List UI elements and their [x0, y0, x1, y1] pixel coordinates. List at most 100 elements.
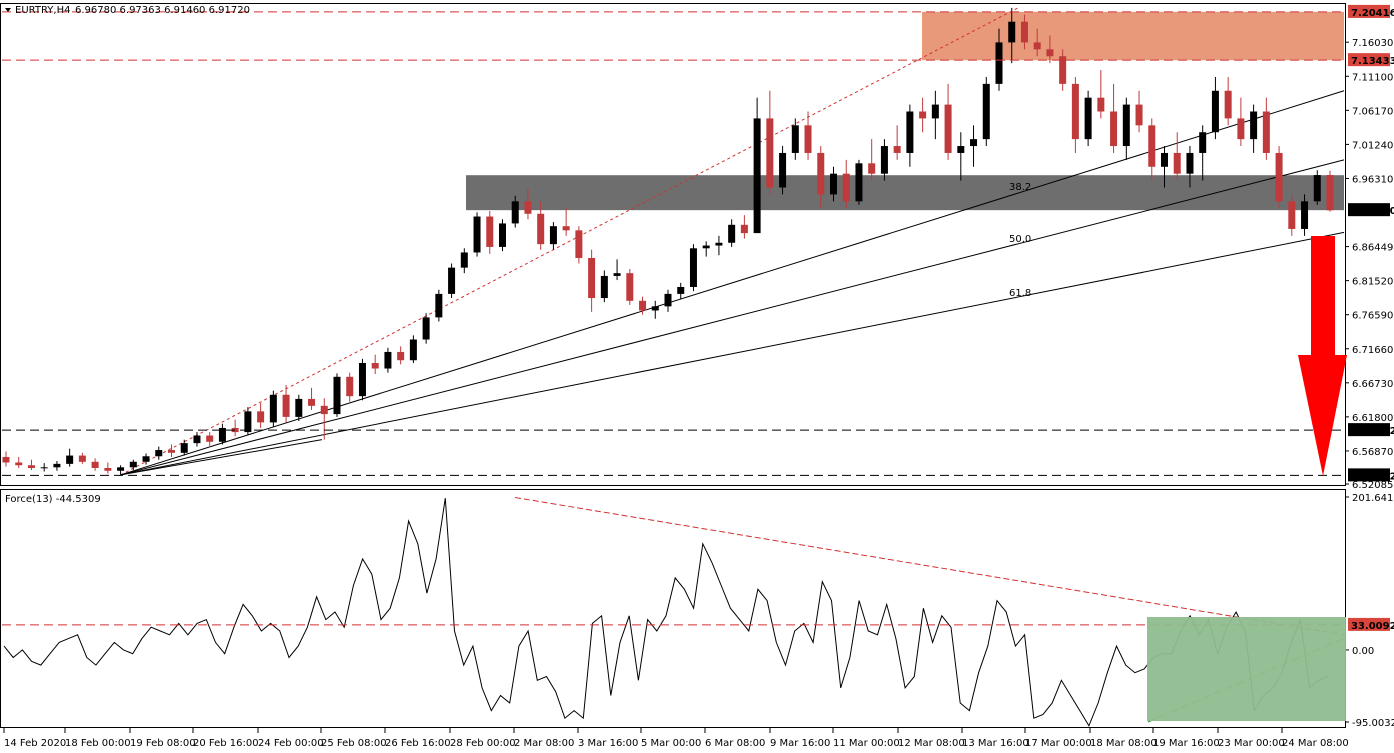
candle-body	[728, 224, 736, 243]
fan-line-short	[120, 439, 323, 476]
price-tick-label: 7.06170	[1352, 106, 1393, 117]
level-tag-bg	[1348, 4, 1390, 18]
candle-body	[600, 275, 608, 299]
x-tick-label: 19 Feb 08:00	[130, 738, 196, 749]
candle-body	[702, 245, 710, 249]
candle-body	[15, 462, 23, 466]
ind-tick-label: -95.0032	[1352, 718, 1394, 729]
x-tick-label: 26 Feb 16:00	[385, 738, 451, 749]
candle-body	[1084, 97, 1092, 140]
level-tag-bg	[1348, 203, 1390, 217]
candle-body	[358, 362, 366, 397]
candle-body	[498, 223, 507, 247]
candle-body	[842, 173, 850, 202]
candle-body	[1262, 111, 1270, 153]
x-tick-label: 6 Mar 08:00	[705, 738, 765, 749]
candle-body	[1008, 21, 1016, 43]
candle-body	[1033, 42, 1041, 50]
candle-body	[206, 435, 214, 442]
candle-body	[27, 465, 35, 469]
candle-body	[1250, 111, 1258, 140]
main-panel	[0, 3, 1346, 486]
candle-body	[320, 405, 328, 415]
level-tag-bg	[1348, 53, 1390, 67]
candle-body	[371, 362, 379, 369]
indicator-name: Force(13) -44.5309	[5, 494, 101, 505]
bearish-arrow-icon	[1298, 236, 1347, 476]
fib-label-50: 50.0	[1009, 234, 1031, 245]
candle-body	[193, 435, 201, 444]
candle-body	[1199, 132, 1207, 153]
price-tick-label: 7.11100	[1352, 72, 1393, 83]
resistance-zone	[922, 11, 1344, 61]
dropdown-triangle-icon[interactable]	[5, 8, 11, 12]
level-tag-bg	[1348, 423, 1390, 437]
x-tick-label: 17 Mar 00:00	[1025, 738, 1092, 749]
candle-body	[1173, 152, 1181, 174]
ind-level-tag-label: 33.0092	[1351, 621, 1394, 632]
price-tick-label: 7.16030	[1352, 38, 1393, 49]
x-tick-label: 12 Mar 08:00	[898, 738, 965, 749]
candle-body	[257, 411, 265, 423]
candle-body	[715, 242, 723, 246]
candle-body	[142, 456, 150, 462]
level-tag-label: 7.13433	[1351, 56, 1394, 67]
price-tick-label: 6.52085	[1352, 480, 1393, 491]
price-tick-label: 6.56870	[1352, 447, 1393, 458]
candle-body	[588, 257, 596, 299]
candle-body	[957, 146, 965, 153]
price-tick-label: 6.81520	[1352, 277, 1393, 288]
candle-body	[155, 450, 163, 457]
candle-body	[2, 456, 10, 463]
candle-body	[460, 252, 468, 268]
x-tick-label: 20 Feb 16:00	[193, 738, 259, 749]
candles-layer	[2, 7, 1334, 475]
axes-layer: 7.16030 7.11100 7.06170 7.01240 6.96310 6.864…	[3, 4, 1394, 749]
indicator-highlight-box	[1147, 617, 1346, 721]
candle-body	[626, 273, 634, 301]
candle-body	[104, 468, 112, 471]
candle-body	[66, 455, 74, 464]
candle-body	[1313, 175, 1321, 202]
candle-body	[537, 213, 545, 245]
ind-tick-label: 0.00	[1352, 646, 1374, 657]
candle-body	[1186, 152, 1194, 174]
candle-body	[1211, 90, 1219, 133]
price-tick-label: 6.71660	[1352, 345, 1393, 356]
price-tick-label: 6.76590	[1352, 311, 1393, 322]
fib-label-61: 61.8	[1009, 288, 1031, 299]
ind-level-tag-bg	[1348, 617, 1390, 631]
candle-body	[282, 394, 290, 417]
candle-body	[244, 411, 252, 433]
candle-body	[919, 111, 927, 119]
candle-body	[40, 467, 48, 469]
candle-body	[944, 104, 952, 153]
x-tick-label: 28 Feb 00:00	[450, 738, 516, 749]
symbol-timeframe: EURTRY,H4	[15, 5, 70, 16]
candle-body	[117, 467, 125, 471]
candle-body	[384, 351, 392, 369]
level-tag-bg	[1348, 468, 1390, 482]
candle-body	[448, 267, 456, 294]
candle-body	[639, 300, 647, 311]
candle-body	[269, 394, 277, 423]
x-tick-label: 19 Mar 16:00	[1153, 738, 1220, 749]
x-tick-label: 18 Mar 08:00	[1090, 738, 1157, 749]
candle-body	[740, 224, 748, 234]
candle-body	[829, 173, 838, 195]
candle-body	[295, 398, 303, 417]
candle-body	[982, 83, 990, 140]
candle-body	[906, 111, 914, 153]
x-tick-label: 5 Mar 00:00	[641, 738, 701, 749]
candle-body	[218, 427, 226, 442]
price-tick-label: 6.96310	[1352, 174, 1393, 185]
force-indicator-layer	[2, 496, 1345, 727]
candle-body	[435, 293, 443, 318]
candle-body	[1326, 175, 1334, 211]
candle-body	[346, 376, 354, 397]
x-tick-label: 24 Mar 08:00	[1282, 738, 1349, 749]
candle-body	[524, 201, 532, 214]
x-tick-label: 18 Feb 00:00	[65, 738, 131, 749]
candle-body	[1122, 104, 1130, 147]
